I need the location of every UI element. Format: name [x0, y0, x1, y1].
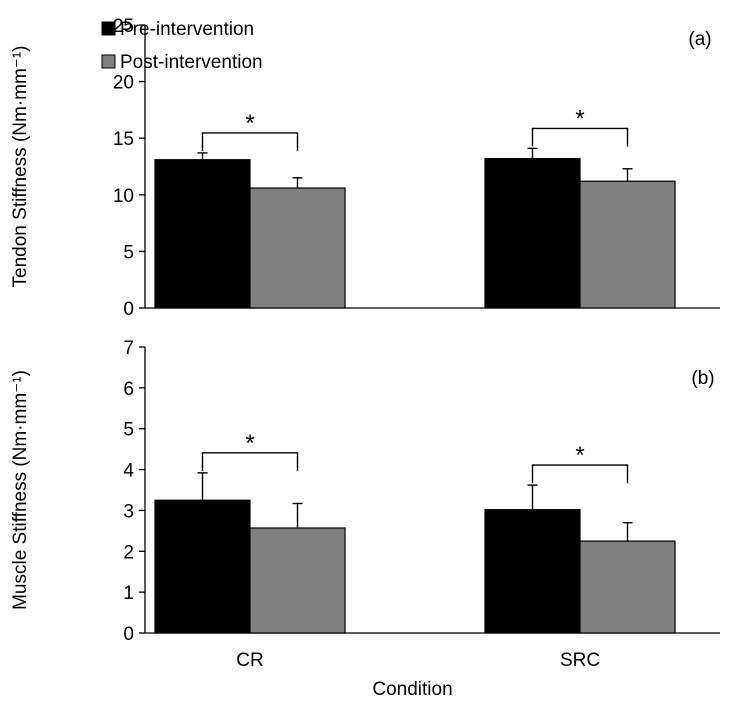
significance-bracket — [201, 132, 299, 151]
x-category-label: CR — [236, 650, 263, 671]
bar-cr-pre — [154, 499, 251, 634]
y-tick-label: 0 — [123, 624, 134, 645]
y-tick-label: 0 — [123, 299, 134, 320]
x-category-label: SRC — [560, 650, 600, 671]
significance-star: * — [245, 430, 254, 457]
significance-bracket — [531, 464, 629, 484]
y-tick-label: 4 — [123, 461, 134, 482]
y-tick-label: 3 — [123, 501, 134, 522]
y-tick-label: 2 — [123, 542, 134, 563]
panel-tag: (a) — [688, 29, 711, 50]
bar-cr-pre — [154, 159, 251, 309]
significance-bracket — [531, 127, 629, 147]
legend-label-pre: Pre-intervention — [120, 19, 254, 40]
significance-star: * — [575, 105, 584, 132]
legend-swatch-post — [101, 54, 116, 69]
bar-src-post — [579, 180, 676, 309]
y-axis-title: Tendon Stiffness (Nm·mm⁻¹) — [10, 46, 31, 288]
y-tick-label: 7 — [123, 338, 134, 359]
y-tick-label: 10 — [113, 186, 134, 207]
bar-cr-post — [249, 527, 346, 634]
bar-src-pre — [484, 509, 581, 634]
bar-src-pre — [484, 157, 581, 309]
x-axis-title: Condition — [372, 679, 452, 700]
bar-src-post — [579, 540, 676, 634]
y-tick-label: 20 — [113, 73, 134, 94]
y-tick-label: 5 — [123, 242, 134, 263]
panel-tag: (b) — [691, 368, 714, 389]
significance-star: * — [575, 442, 584, 469]
y-axis-title: Muscle Stiffness (Nm·mm⁻¹) — [10, 370, 31, 610]
y-tick-label: 25 — [113, 16, 134, 37]
y-tick-label: 6 — [123, 379, 134, 400]
legend-swatch-pre — [101, 21, 116, 36]
significance-star: * — [245, 110, 254, 137]
legend-label-post: Post-intervention — [120, 52, 263, 73]
panel-b-muscle-stiffness: 0 1 2 3 4 5 6 7 Muscle Stiffness (Nm·mm⁻¹) (b) * CR… — [10, 338, 720, 700]
bar-cr-post — [249, 187, 346, 309]
panel-a-tendon-stiffness: 0 5 10 15 20 25 Tendon Stiffness (Nm·mm⁻¹) (a) *… — [10, 16, 720, 320]
y-tick-label: 15 — [113, 129, 134, 150]
y-tick-label: 5 — [123, 420, 134, 441]
y-tick-label: 1 — [123, 583, 134, 604]
significance-bracket — [201, 452, 299, 471]
